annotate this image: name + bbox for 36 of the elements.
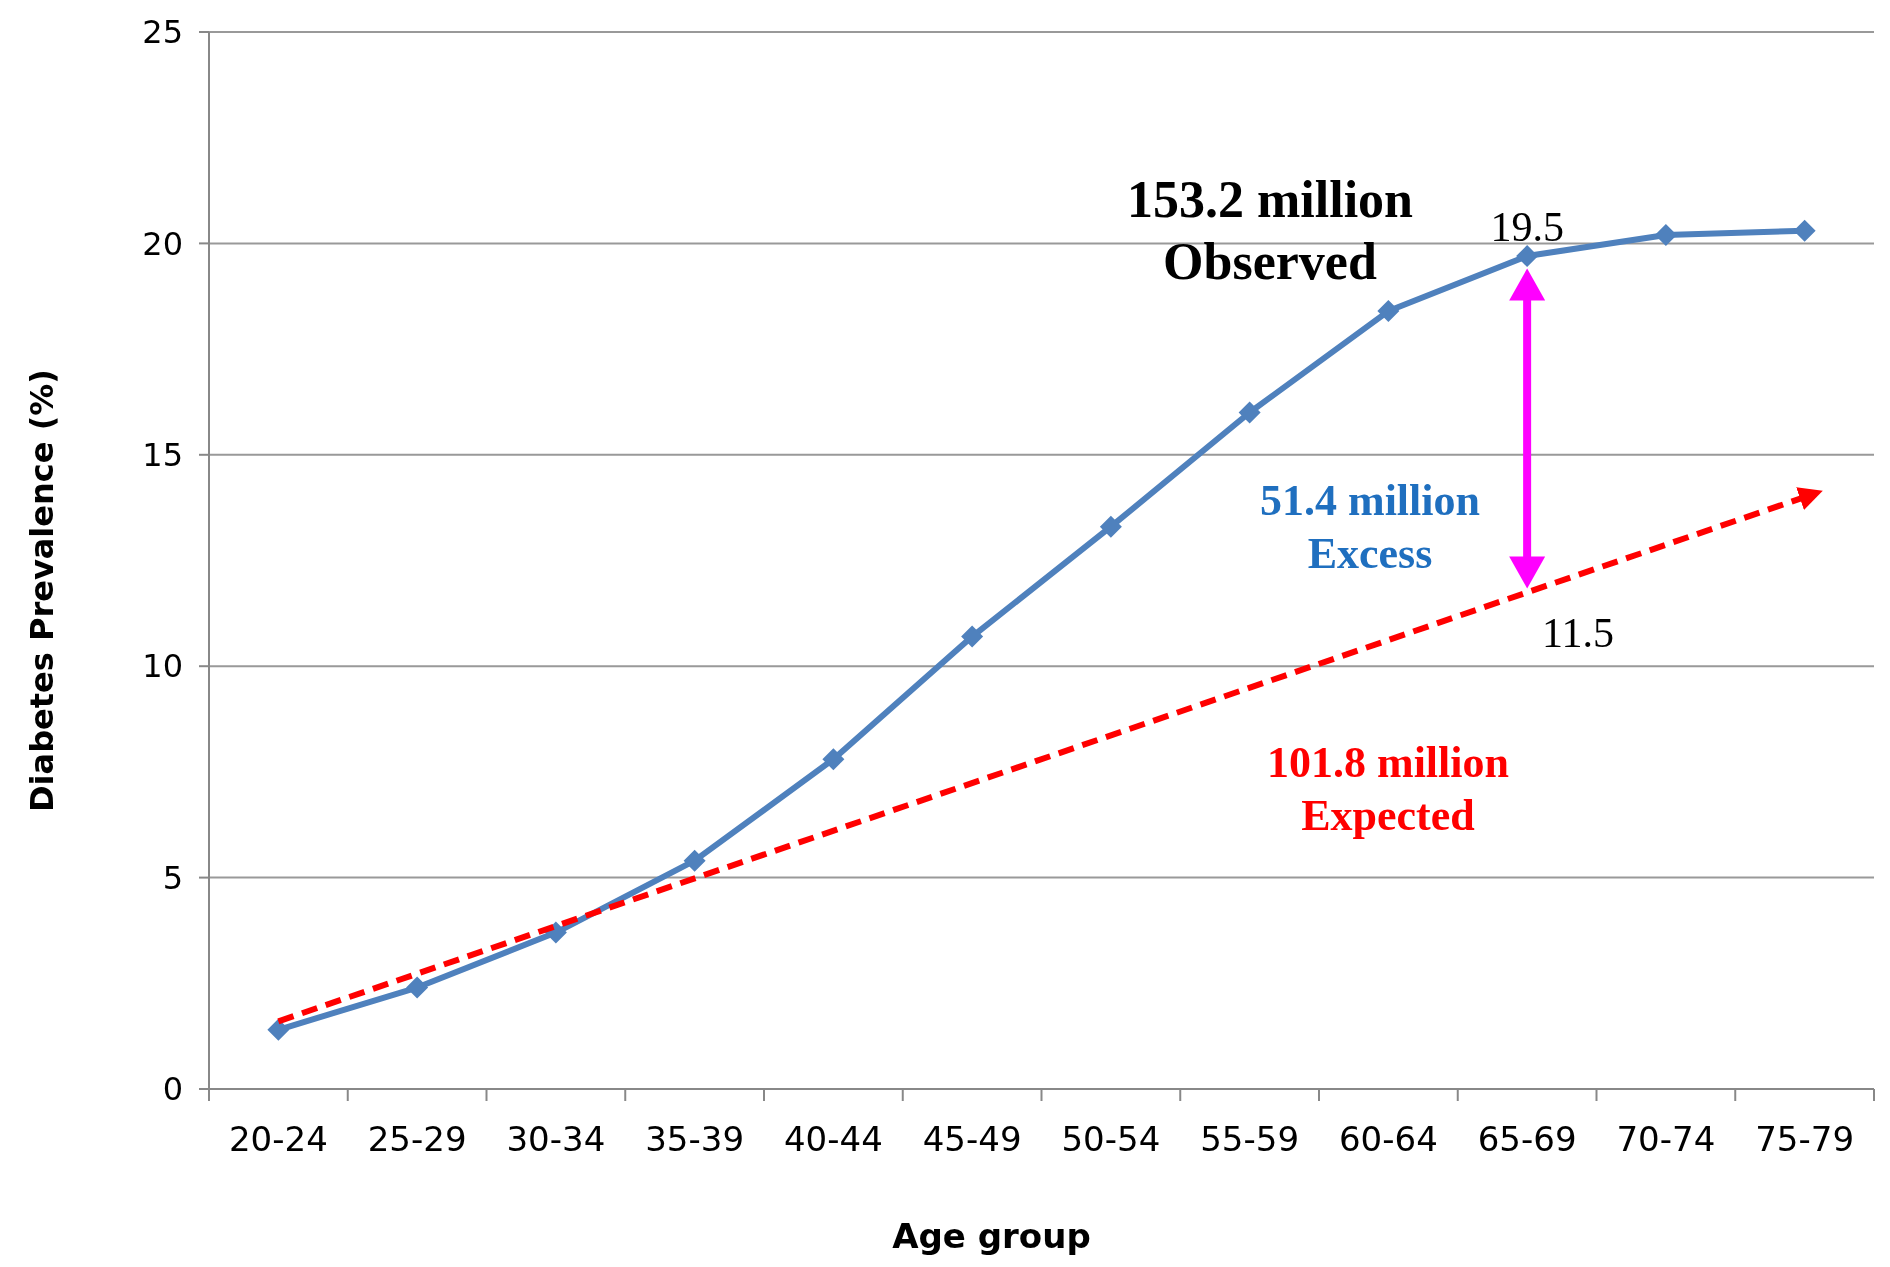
point — [267, 1018, 290, 1041]
x-tick-label: 30-34 — [506, 1119, 606, 1159]
x-tick-label: 65-69 — [1477, 1119, 1577, 1159]
x-tick-label: 45-49 — [922, 1119, 1022, 1159]
y-tick-label: 25 — [142, 13, 183, 52]
y-tick-label: 5 — [162, 858, 183, 897]
annotation: 153.2 million Observed — [1126, 171, 1414, 291]
point — [406, 976, 429, 999]
point — [1238, 401, 1261, 424]
x-tick-label: 25-29 — [367, 1119, 467, 1159]
point — [1516, 245, 1539, 268]
point — [1099, 515, 1122, 538]
y-axis-title: Diabetes Prevalence (%) — [23, 369, 61, 812]
point — [1654, 223, 1677, 246]
x-tick-label: 75-79 — [1755, 1119, 1855, 1159]
x-tick-label: 40-44 — [783, 1119, 883, 1159]
point — [683, 849, 706, 872]
point — [961, 625, 984, 648]
point — [1793, 219, 1816, 242]
annotation: 11.5 — [1542, 609, 1614, 656]
y-tick-label: 10 — [142, 647, 183, 686]
x-tick-label: 50-54 — [1061, 1119, 1161, 1159]
annotation: 101.8 million Expected — [1266, 738, 1510, 840]
annotation: 19.5 — [1490, 204, 1564, 251]
point — [1377, 300, 1400, 323]
x-tick-label: 55-59 — [1200, 1119, 1300, 1159]
point — [822, 748, 845, 771]
x-axis-title: Age group — [892, 1216, 1091, 1256]
x-tick-label: 70-74 — [1616, 1119, 1716, 1159]
y-tick-label: 15 — [142, 436, 183, 474]
x-tick-label: 35-39 — [645, 1119, 745, 1159]
annotation: 51.4 million Excess — [1259, 476, 1481, 578]
x-tick-label: 60-64 — [1338, 1119, 1438, 1159]
y-tick-label: 0 — [162, 1070, 183, 1109]
x-tick-label: 20-24 — [228, 1119, 328, 1159]
y-tick-label: 20 — [142, 224, 183, 263]
